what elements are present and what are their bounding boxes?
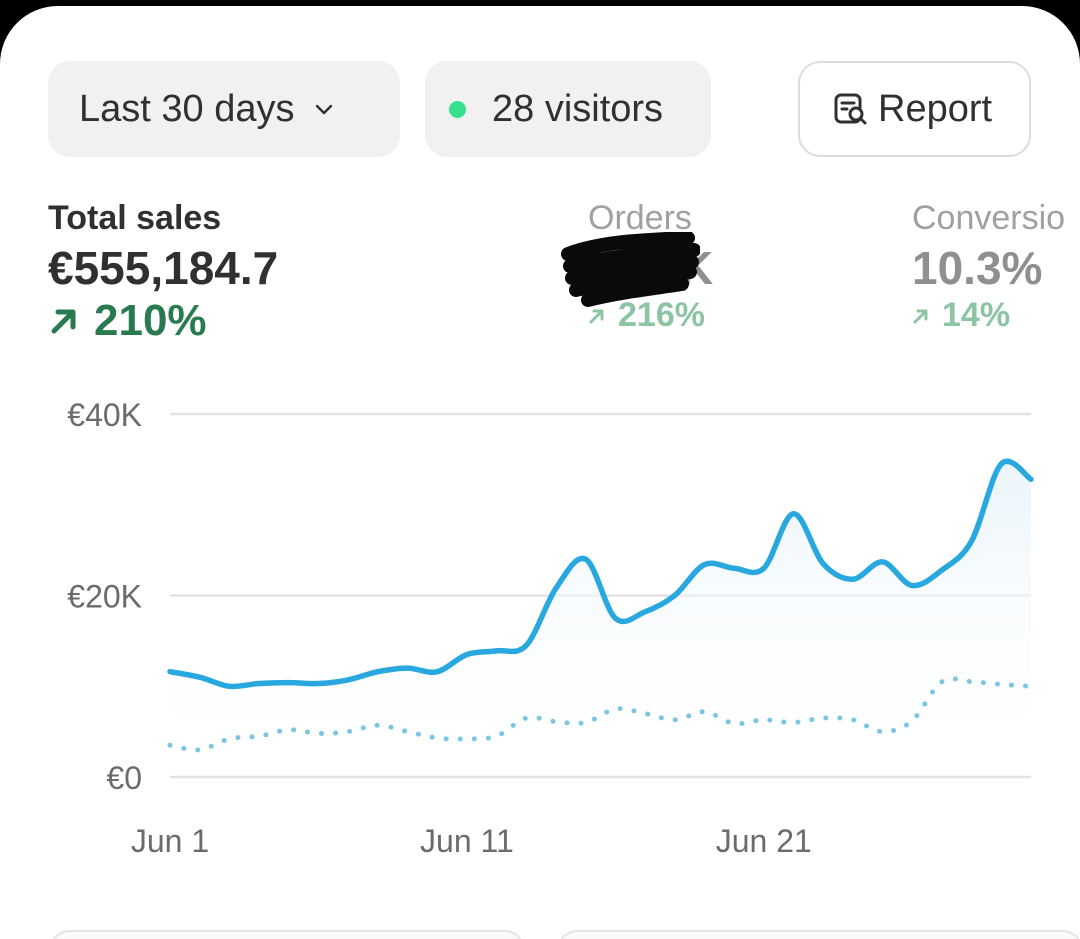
sales-series-line[interactable] (167, 458, 1034, 690)
sales-data-point[interactable] (317, 683, 319, 685)
sales-data-point[interactable] (1030, 478, 1032, 480)
live-visitors-button[interactable]: 28 visitors (425, 61, 711, 157)
x-tick-label: Jun 21 (716, 823, 812, 859)
metric-change: 210% (48, 296, 278, 346)
date-range-label: Last 30 days (79, 87, 295, 130)
comparison-data-point[interactable] (971, 681, 973, 683)
x-tick-label: Jun 11 (420, 823, 514, 859)
comparison-data-point[interactable] (288, 729, 290, 731)
metric-change: 14% (912, 296, 1065, 335)
comparison-data-point[interactable] (614, 708, 616, 710)
comparison-data-point[interactable] (228, 738, 230, 740)
comparison-data-point[interactable] (555, 721, 557, 723)
comparison-data-point[interactable] (1000, 683, 1002, 685)
x-tick-label: Jun 1 (131, 823, 209, 859)
comparison-data-point[interactable] (258, 735, 260, 737)
comparison-data-point[interactable] (703, 711, 705, 713)
sales-data-point[interactable] (763, 567, 765, 569)
comparison-data-point[interactable] (347, 731, 349, 733)
sales-data-point[interactable] (852, 578, 854, 580)
comparison-data-point[interactable] (199, 749, 201, 751)
comparison-data-point[interactable] (466, 738, 468, 740)
sales-data-point[interactable] (407, 667, 409, 669)
comparison-data-point[interactable] (644, 712, 646, 714)
report-search-icon (834, 93, 867, 125)
redaction-scribble (561, 232, 700, 307)
comparison-data-point[interactable] (733, 722, 735, 724)
sales-data-point[interactable] (496, 650, 498, 652)
sales-data-point[interactable] (703, 564, 705, 566)
sales-line-chart[interactable]: €0 €20K €40K Jun 1 Jun 11 Jun 21 (0, 386, 1080, 876)
comparison-data-point[interactable] (941, 681, 943, 683)
metric-change-value: 210% (94, 296, 207, 345)
sales-data-point[interactable] (347, 679, 349, 681)
live-indicator-icon (449, 100, 466, 118)
metric-total-sales[interactable]: Total sales €555,184.7 210% (48, 198, 278, 346)
comparison-data-point[interactable] (763, 719, 765, 721)
bottom-card-right[interactable] (556, 930, 1080, 939)
metric-change-value: 216% (618, 296, 705, 334)
bottom-card-left[interactable] (48, 930, 526, 939)
sales-data-point[interactable] (882, 561, 884, 563)
sales-data-point[interactable] (1000, 463, 1002, 465)
metric-value: 10.3% (912, 242, 1043, 294)
comparison-data-point[interactable] (1030, 685, 1032, 687)
sales-data-point[interactable] (585, 558, 587, 560)
comparison-data-point[interactable] (377, 724, 379, 726)
comparison-data-point[interactable] (407, 731, 409, 733)
sales-data-point[interactable] (228, 685, 230, 687)
sales-data-point[interactable] (733, 567, 735, 569)
sales-data-point[interactable] (614, 617, 616, 619)
arrow-up-right-icon (51, 309, 76, 334)
sales-data-point[interactable] (911, 585, 913, 587)
sales-data-point[interactable] (288, 682, 290, 684)
comparison-data-point[interactable] (525, 717, 527, 719)
arrow-up-right-icon (589, 309, 604, 323)
sales-data-point[interactable] (674, 595, 676, 597)
sales-data-point[interactable] (555, 587, 557, 589)
chevron-down-icon (316, 104, 333, 115)
comparison-data-point[interactable] (436, 737, 438, 739)
sales-data-point[interactable] (436, 671, 438, 673)
metric-label: Total sales (48, 199, 222, 237)
report-label: Report (878, 87, 993, 130)
metric-label: Conversio (912, 199, 1066, 237)
metric-change-value: 14% (942, 296, 1011, 334)
comparison-data-point[interactable] (317, 732, 319, 734)
report-button[interactable]: Report (798, 61, 1031, 157)
comparison-data-point[interactable] (911, 720, 913, 722)
comparison-data-point[interactable] (674, 719, 676, 721)
comparison-data-point[interactable] (882, 731, 884, 733)
comparison-data-point[interactable] (852, 719, 854, 721)
metric-label: Orders (588, 199, 692, 237)
visitors-count-label: 28 visitors (492, 87, 664, 130)
y-tick-label: €20K (67, 579, 142, 615)
comparison-data-point[interactable] (585, 722, 587, 724)
sales-data-point[interactable] (971, 540, 973, 542)
comparison-data-point[interactable] (792, 722, 794, 724)
comparison-data-point[interactable] (496, 735, 498, 737)
sales-data-point[interactable] (822, 563, 824, 565)
sales-area-fill (170, 461, 1031, 777)
sales-data-point[interactable] (258, 683, 260, 685)
sales-data-point[interactable] (941, 569, 943, 571)
sales-data-point[interactable] (377, 671, 379, 673)
sales-data-point[interactable] (169, 671, 171, 673)
sales-data-point[interactable] (644, 611, 646, 613)
date-range-dropdown[interactable]: Last 30 days (48, 61, 400, 157)
comparison-data-point[interactable] (822, 717, 824, 719)
metric-conversion-rate[interactable]: Conversio 10.3% 14% (912, 198, 1065, 335)
sales-data-point[interactable] (525, 644, 527, 646)
metric-value: €555,184.7 (48, 242, 279, 294)
sales-data-point[interactable] (199, 676, 201, 678)
y-tick-label: €40K (67, 397, 142, 433)
sales-data-point[interactable] (792, 513, 794, 515)
analytics-card: Last 30 days 28 visitors Report Total sa… (0, 6, 1080, 939)
y-tick-label: €0 (106, 760, 142, 796)
metric-change: 216% (588, 296, 713, 335)
comparison-data-point[interactable] (169, 744, 171, 746)
arrow-up-right-icon (913, 309, 928, 323)
sales-data-point[interactable] (466, 653, 468, 655)
